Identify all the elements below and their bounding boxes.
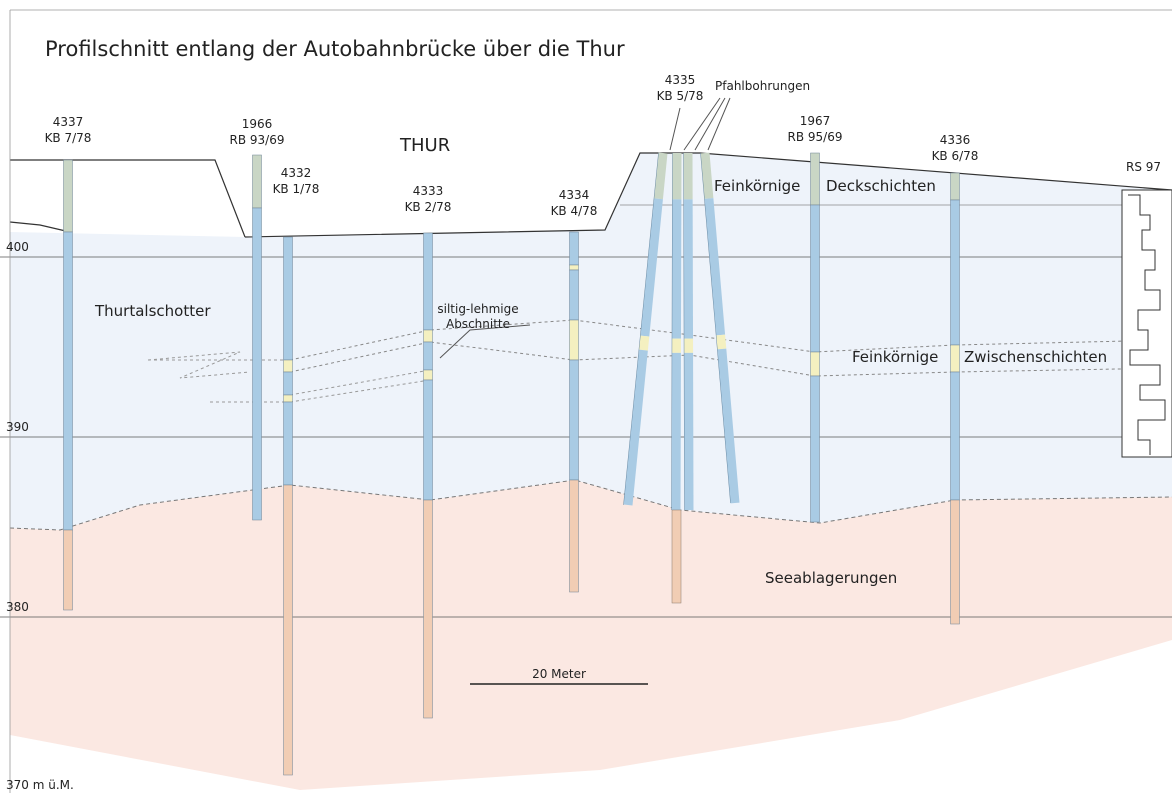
borehole-segment bbox=[570, 320, 579, 360]
borehole-id: 1967 bbox=[800, 114, 831, 128]
lake-label: Seeablagerungen bbox=[765, 569, 897, 587]
borehole-segment bbox=[64, 232, 73, 530]
borehole-code: KB 4/78 bbox=[551, 204, 598, 218]
borehole-segment bbox=[284, 372, 293, 395]
borehole-code: RB 95/69 bbox=[788, 130, 843, 144]
scale-label: 20 Meter bbox=[532, 667, 586, 681]
borehole-id: 4335 bbox=[665, 73, 696, 87]
borehole-segment bbox=[424, 342, 433, 370]
borehole-segment bbox=[284, 485, 293, 775]
borehole-id: 4337 bbox=[53, 115, 84, 129]
elevation-label: 370 m ü.M. bbox=[6, 778, 74, 792]
borehole-segment bbox=[424, 370, 433, 380]
borehole-segment bbox=[951, 372, 960, 500]
river-label: THUR bbox=[399, 135, 450, 156]
borehole-segment bbox=[284, 360, 293, 372]
borehole-segment bbox=[811, 352, 820, 376]
borehole-segment bbox=[253, 155, 262, 208]
cross-section: Profilschnitt entlang der Autobahnbrücke… bbox=[0, 0, 1172, 793]
layer-label: Deckschichten bbox=[826, 177, 936, 195]
borehole-note: Pfahlbohrungen bbox=[715, 79, 810, 93]
borehole-segment bbox=[64, 160, 73, 232]
borehole-segment bbox=[951, 200, 960, 345]
elevation-label: 380 bbox=[6, 600, 29, 614]
borehole-segment bbox=[424, 330, 433, 342]
borehole-code: RB 93/69 bbox=[230, 133, 285, 147]
elevation-label: 400 bbox=[6, 240, 29, 254]
borehole-segment bbox=[658, 153, 663, 199]
borehole-id: 4334 bbox=[559, 188, 590, 202]
layer-label: Zwischenschichten bbox=[964, 348, 1107, 366]
borehole-segment bbox=[284, 237, 293, 360]
layer-label: Feinkörnige bbox=[714, 177, 800, 195]
borehole-segment bbox=[64, 530, 73, 610]
borehole-segment bbox=[570, 232, 579, 265]
silt-label: siltig-lehmige bbox=[437, 302, 518, 316]
title: Profilschnitt entlang der Autobahnbrücke… bbox=[45, 37, 625, 61]
borehole-id: 4333 bbox=[413, 184, 444, 198]
gravel-label: Thurtalschotter bbox=[94, 302, 211, 320]
borehole-segment bbox=[284, 402, 293, 485]
borehole-segment bbox=[570, 360, 579, 480]
borehole-segment bbox=[284, 395, 293, 402]
silt-label: Abschnitte bbox=[446, 317, 510, 331]
borehole-segment bbox=[951, 173, 960, 200]
borehole-segment bbox=[811, 205, 820, 352]
borehole-segment bbox=[253, 208, 262, 520]
elevation-label: 390 bbox=[6, 420, 29, 434]
layer-label: Feinkörnige bbox=[852, 348, 938, 366]
borehole-segment bbox=[811, 153, 820, 205]
borehole-code: KB 2/78 bbox=[405, 200, 452, 214]
borehole-segment bbox=[643, 336, 644, 350]
borehole-id: 4332 bbox=[281, 166, 312, 180]
borehole-segment bbox=[721, 335, 722, 349]
borehole-segment bbox=[424, 500, 433, 718]
borehole-segment bbox=[424, 233, 433, 330]
borehole-segment bbox=[570, 480, 579, 592]
borehole-segment bbox=[951, 345, 960, 372]
borehole-segment bbox=[705, 153, 709, 199]
borehole-segment bbox=[570, 270, 579, 320]
borehole-id: 1966 bbox=[242, 117, 273, 131]
borehole-segment bbox=[811, 376, 820, 522]
borehole-code: KB 6/78 bbox=[932, 149, 979, 163]
log-label: RS 97 bbox=[1126, 160, 1161, 174]
borehole-code: KB 5/78 bbox=[657, 89, 704, 103]
borehole-id: 4336 bbox=[940, 133, 971, 147]
borehole-segment bbox=[570, 265, 579, 270]
borehole-code: KB 1/78 bbox=[273, 182, 320, 196]
borehole-segment bbox=[424, 380, 433, 500]
borehole-segment bbox=[672, 510, 681, 603]
borehole-segment bbox=[951, 500, 960, 624]
borehole-code: KB 7/78 bbox=[45, 131, 92, 145]
